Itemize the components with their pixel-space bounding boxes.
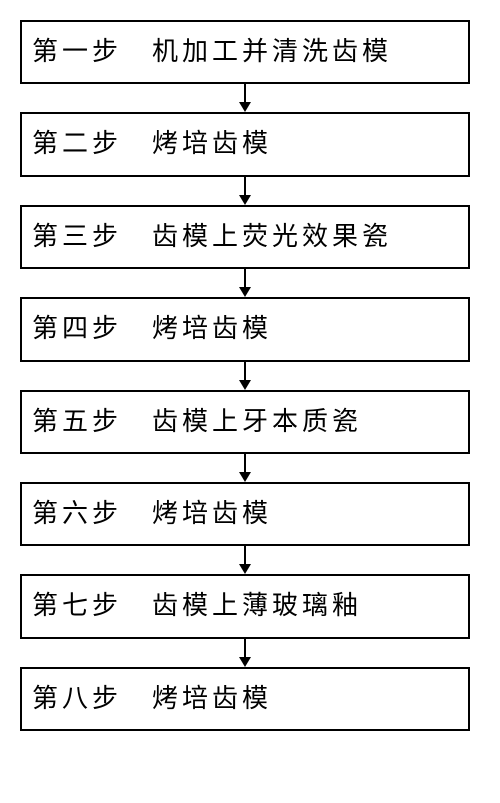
step-2-box: 第二步 烤培齿模 [20,112,470,176]
arrow-head-icon [239,287,251,297]
arrow-7 [20,639,470,667]
flowchart-container: 第一步 机加工并清洗齿模 第二步 烤培齿模 第三步 齿模上荧光效果瓷 第四步 烤… [20,20,470,731]
step-8-label: 第八步 烤培齿模 [32,684,272,713]
step-1-label: 第一步 机加工并清洗齿模 [32,37,392,66]
arrow-line-icon [244,546,246,564]
arrow-2 [20,177,470,205]
arrow-head-icon [239,195,251,205]
arrow-line-icon [244,177,246,195]
step-6-label: 第六步 烤培齿模 [32,499,272,528]
step-5-box: 第五步 齿模上牙本质瓷 [20,390,470,454]
arrow-head-icon [239,657,251,667]
step-5-label: 第五步 齿模上牙本质瓷 [32,407,362,436]
arrow-6 [20,546,470,574]
step-3-label: 第三步 齿模上荧光效果瓷 [32,222,392,251]
arrow-line-icon [244,639,246,657]
arrow-1 [20,84,470,112]
step-7-box: 第七步 齿模上薄玻璃釉 [20,574,470,638]
step-6-box: 第六步 烤培齿模 [20,482,470,546]
arrow-head-icon [239,564,251,574]
arrow-head-icon [239,380,251,390]
arrow-line-icon [244,454,246,472]
step-7-label: 第七步 齿模上薄玻璃釉 [32,591,362,620]
arrow-head-icon [239,472,251,482]
arrow-5 [20,454,470,482]
arrow-4 [20,362,470,390]
step-1-box: 第一步 机加工并清洗齿模 [20,20,470,84]
step-3-box: 第三步 齿模上荧光效果瓷 [20,205,470,269]
step-4-label: 第四步 烤培齿模 [32,314,272,343]
step-2-label: 第二步 烤培齿模 [32,129,272,158]
arrow-head-icon [239,102,251,112]
step-8-box: 第八步 烤培齿模 [20,667,470,731]
step-4-box: 第四步 烤培齿模 [20,297,470,361]
arrow-line-icon [244,269,246,287]
arrow-3 [20,269,470,297]
arrow-line-icon [244,84,246,102]
arrow-line-icon [244,362,246,380]
